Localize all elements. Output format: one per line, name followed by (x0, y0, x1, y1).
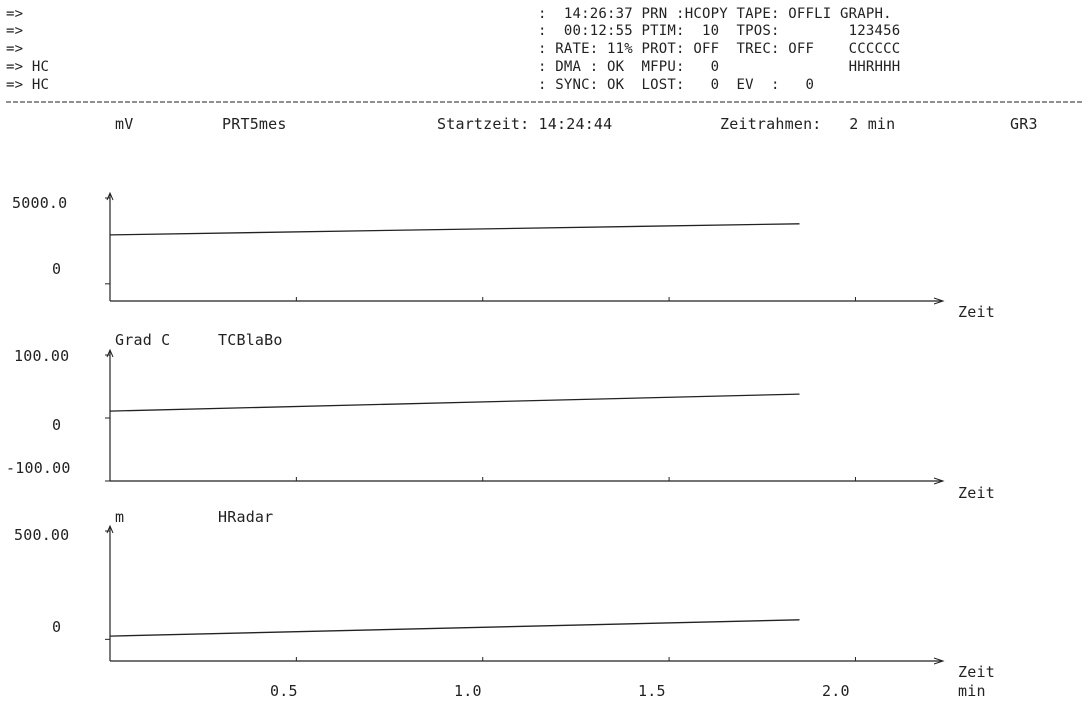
y-tick-label: 0 (52, 260, 62, 278)
status-line: : RATE: 11% PROT: OFF TREC: OFF CCCCCC (538, 41, 901, 57)
y-unit-label: m (115, 508, 125, 526)
x-tick-label: 1.5 (638, 682, 666, 700)
x-axis-arrow (933, 477, 945, 485)
prompt-line: => HC (6, 77, 50, 93)
y-tick-label: 500.00 (14, 526, 70, 544)
prompt-line: => (6, 41, 24, 57)
graph-id: GR3 (1010, 115, 1038, 133)
status-line: : DMA : OK MFPU: 0 HHRHHH (538, 59, 901, 75)
status-line: : SYNC: OK LOST: 0 EV : 0 (538, 77, 815, 93)
y-tick-label: 100.00 (14, 347, 70, 365)
prompt-line: => HC (6, 59, 50, 75)
channel-label: TCBlaBo (218, 331, 283, 349)
time-frame: Zeitrahmen: 2 min (720, 115, 896, 133)
channel-label: PRT5mes (222, 115, 287, 133)
start-time: Startzeit: 14:24:44 (437, 115, 613, 133)
y-tick-label: 0 (52, 618, 62, 636)
y-unit-label: mV (115, 115, 134, 133)
y-unit-label: Grad C (115, 331, 171, 349)
x-axis-arrow (933, 297, 945, 305)
status-line: : 00:12:55 PTIM: 10 TPOS: 123456 (538, 23, 901, 39)
series-line-tcblabo (109, 393, 800, 412)
x-tick-label: 2.0 (822, 682, 850, 700)
x-axis-label: Zeit (958, 303, 995, 321)
series-line-prt5mes (109, 223, 800, 236)
y-tick-label: -100.00 (6, 459, 71, 477)
x-axis-label: Zeit (958, 663, 995, 681)
series-line-hradar (109, 619, 800, 637)
x-axis-label: Zeit (958, 484, 995, 502)
x-axis-arrow (933, 657, 945, 665)
prompt-line: => (6, 23, 24, 39)
x-axis-unit: min (958, 682, 986, 700)
prompt-line: => (6, 6, 24, 22)
y-tick-label: 5000.0 (12, 194, 68, 212)
channel-label: HRadar (218, 508, 274, 526)
x-tick-label: 1.0 (454, 682, 482, 700)
y-tick-label: 0 (52, 416, 62, 434)
x-tick-label: 0.5 (270, 682, 298, 700)
status-line: : 14:26:37 PRN :HCOPY TAPE: OFFLI GRAPH. (538, 6, 892, 22)
